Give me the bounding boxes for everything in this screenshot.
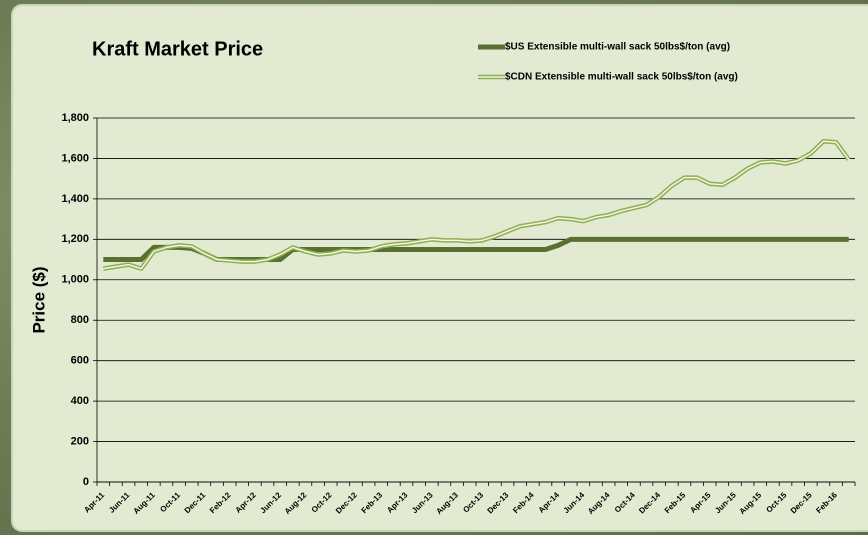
y-tick-label: 1,200: [61, 233, 89, 245]
chart-panel: [11, 4, 868, 532]
y-tick-label: 0: [83, 476, 89, 488]
y-tick-label: 1,400: [61, 193, 89, 205]
series-line-inner: [103, 140, 850, 270]
chart-title: Kraft Market Price: [92, 38, 263, 60]
y-tick-label: 1,800: [61, 112, 89, 124]
y-tick-label: 200: [71, 435, 89, 447]
y-tick-label: 400: [71, 395, 89, 407]
y-axis-label: Price ($): [29, 266, 48, 333]
y-tick-label: 600: [71, 355, 89, 367]
legend-label: $CDN Extensible multi-wall sack 50lbs$/t…: [505, 72, 738, 83]
legend: $US Extensible multi-wall sack 50lbs$/to…: [478, 42, 738, 83]
y-tick-label: 800: [71, 314, 89, 326]
y-tick-label: 1,600: [61, 152, 89, 164]
legend-label: $US Extensible multi-wall sack 50lbs$/to…: [505, 42, 730, 53]
y-tick-label: 1,000: [61, 274, 89, 286]
